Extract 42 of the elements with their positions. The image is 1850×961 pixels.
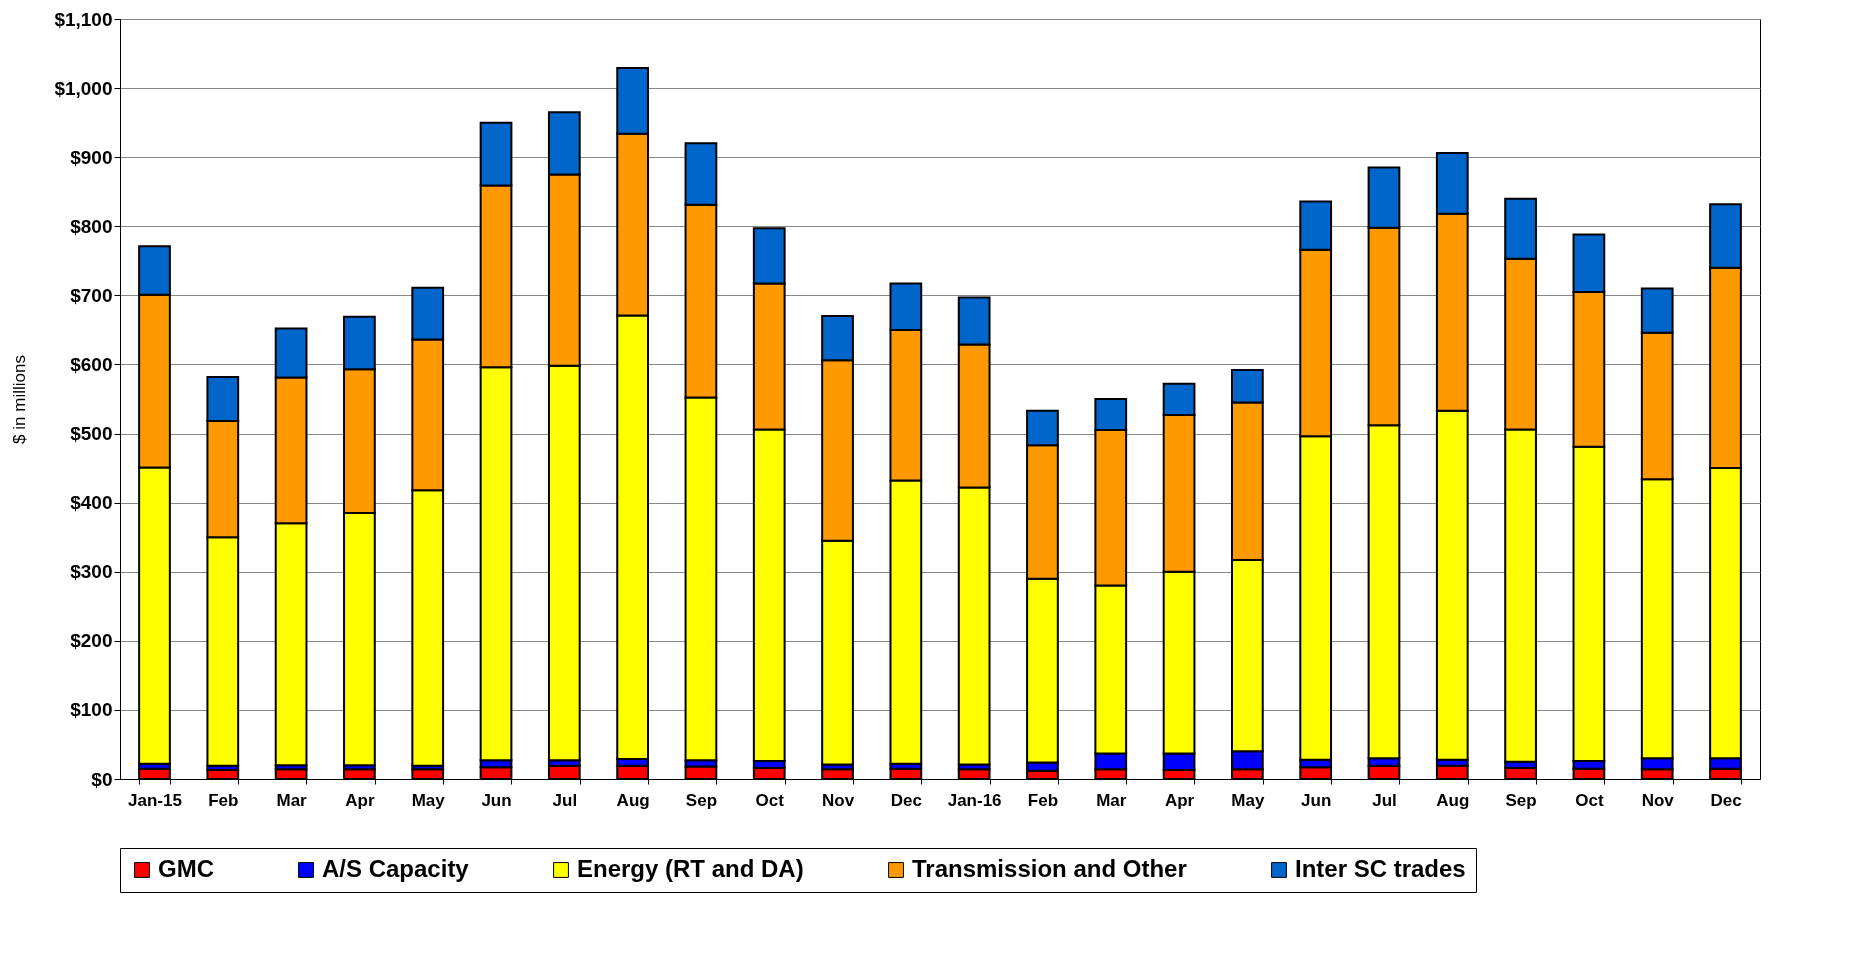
x-tick-label: Dec <box>890 790 922 810</box>
x-tick-label: Feb <box>1027 790 1059 810</box>
y-tick-label: $300 <box>70 561 113 583</box>
x-tick-label: Apr <box>345 790 375 810</box>
x-tick-label: May <box>411 790 446 810</box>
y-tick-label: $800 <box>70 215 113 237</box>
y-tick-label: $100 <box>70 699 113 721</box>
x-tick-label: Dec <box>1710 790 1742 810</box>
legend-label: Energy (RT and DA) <box>577 855 804 882</box>
x-tick-label: Jun <box>481 790 512 810</box>
legend-label: GMC <box>158 855 214 882</box>
y-tick-label: $400 <box>70 492 113 514</box>
y-tick-label: $200 <box>70 630 113 652</box>
y-tick-label: $1,100 <box>54 8 113 30</box>
x-tick-label: May <box>1231 790 1265 810</box>
x-tick-label: Sep <box>685 790 718 810</box>
x-tick-label: Nov <box>1641 790 1675 810</box>
x-tick-label: Jun <box>1301 790 1332 810</box>
x-tick-label: Mar <box>276 790 308 810</box>
x-tick-label: Oct <box>755 790 785 810</box>
x-tick-label: Mar <box>1096 790 1127 810</box>
x-tick-label: Jul <box>1372 790 1397 810</box>
y-tick-label: $500 <box>70 423 113 445</box>
x-tick-label: Jan-16 <box>947 790 1002 810</box>
x-tick-label: Aug <box>616 790 650 810</box>
y-axis-title: $ in millions <box>10 355 30 444</box>
legend-label: Transmission and Other <box>912 855 1187 882</box>
x-tick-label: Nov <box>821 790 855 810</box>
x-tick-label: Aug <box>1436 790 1470 810</box>
y-tick-label: $0 <box>91 768 113 790</box>
x-tick-label: Jan-15 <box>128 790 182 810</box>
legend-label: A/S Capacity <box>322 855 470 882</box>
x-tick-label: Jul <box>552 790 578 810</box>
legend-label: Inter SC trades <box>1295 855 1466 882</box>
x-tick-label: Sep <box>1505 790 1537 810</box>
y-tick-label: $600 <box>70 353 113 375</box>
y-tick-label: $900 <box>70 146 113 168</box>
x-tick-label: Apr <box>1164 790 1195 810</box>
x-tick-label: Feb <box>208 790 239 810</box>
y-tick-label: $700 <box>70 284 113 306</box>
x-tick-label: Oct <box>1575 790 1604 810</box>
y-tick-label: $1,000 <box>54 77 113 99</box>
